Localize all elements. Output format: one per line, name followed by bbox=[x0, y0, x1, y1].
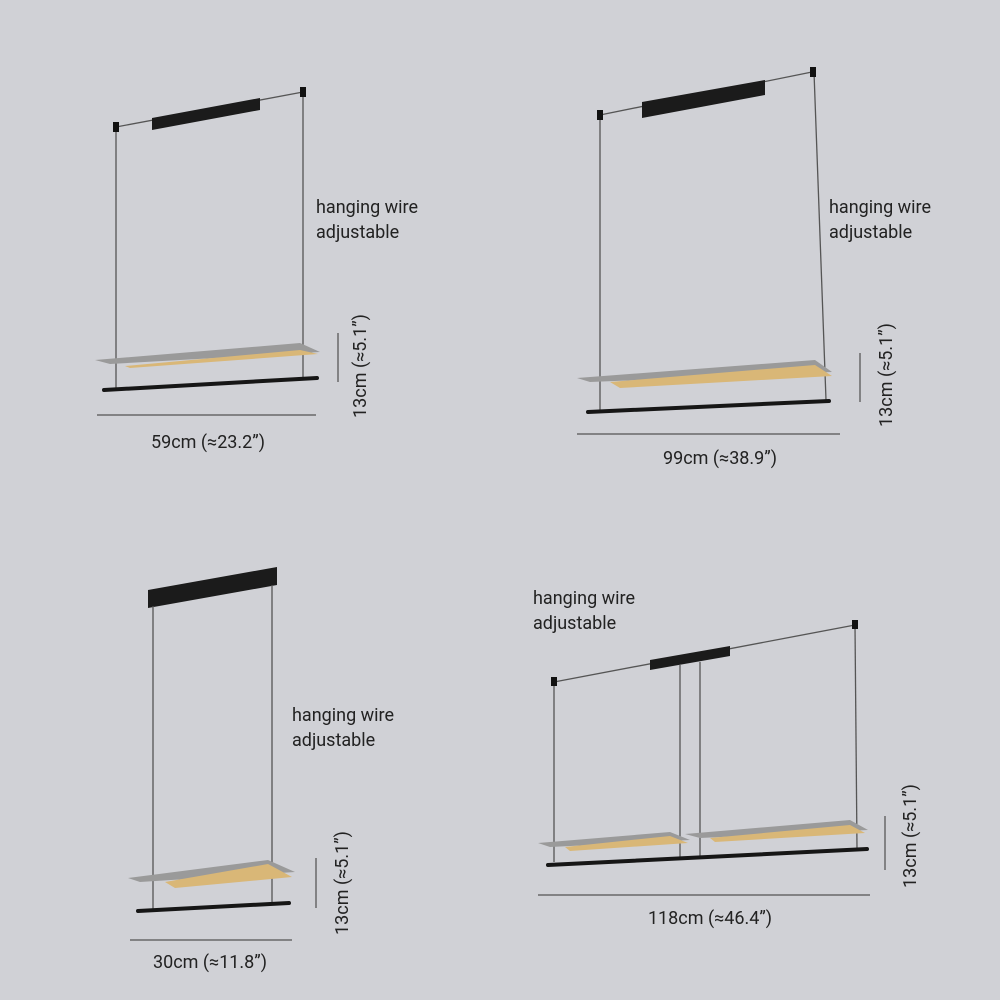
note-line: hanging wire bbox=[829, 197, 931, 218]
width-label: 59cm (≈23.2”) bbox=[151, 432, 265, 453]
height-label: 13cm (≈5.1”) bbox=[350, 314, 371, 418]
height-label: 13cm (≈5.1”) bbox=[332, 831, 353, 935]
height-label: 13cm (≈5.1”) bbox=[876, 323, 897, 427]
note-line: adjustable bbox=[292, 730, 375, 751]
note-line: adjustable bbox=[533, 613, 616, 634]
lamp-99 bbox=[577, 67, 861, 435]
width-label: 99cm (≈38.9”) bbox=[663, 448, 777, 469]
width-label: 118cm (≈46.4”) bbox=[648, 908, 772, 929]
lamp-118 bbox=[538, 620, 886, 896]
note-line: hanging wire bbox=[533, 588, 635, 609]
note-line: adjustable bbox=[316, 222, 399, 243]
note-line: adjustable bbox=[829, 222, 912, 243]
width-label: 30cm (≈11.8”) bbox=[153, 952, 267, 973]
note-line: hanging wire bbox=[316, 197, 418, 218]
note-line: hanging wire bbox=[292, 705, 394, 726]
lamp-59 bbox=[95, 87, 339, 416]
lamp-30 bbox=[128, 567, 317, 941]
height-label: 13cm (≈5.1”) bbox=[900, 784, 921, 888]
